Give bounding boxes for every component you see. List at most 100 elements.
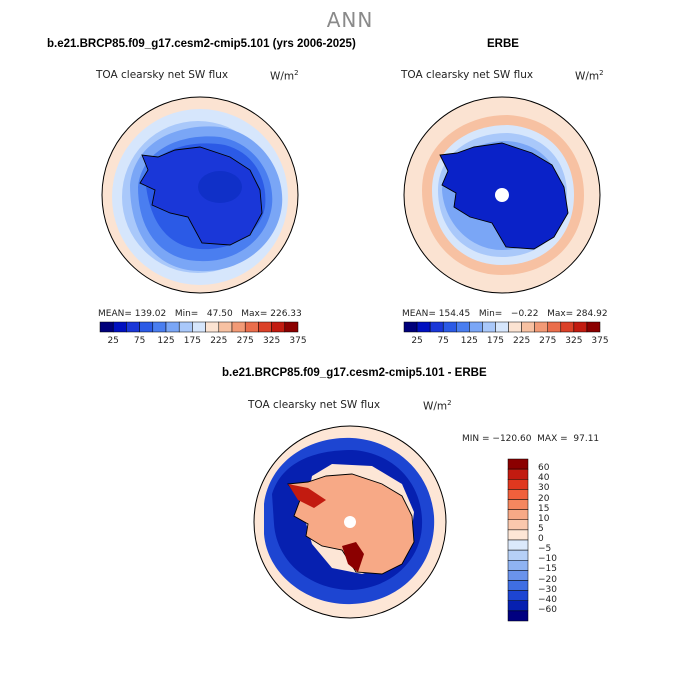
panel2-map-boundary xyxy=(403,96,601,294)
colorbar-tick-label: 275 xyxy=(539,336,557,346)
colorbar-tick-label: 60 xyxy=(538,463,550,474)
colorbar-swatch xyxy=(244,321,259,333)
panel3-stats: MIN = −120.60 MAX = 97.11 xyxy=(462,434,600,444)
colorbar-swatch xyxy=(165,321,180,333)
page-title: ANN xyxy=(326,8,374,32)
colorbar-swatch xyxy=(403,321,418,333)
panel2-colorbar xyxy=(403,321,601,333)
colorbar-swatch xyxy=(507,489,529,500)
colorbar-swatch xyxy=(456,321,470,333)
colorbar-tick-label: 225 xyxy=(210,336,228,346)
colorbar-tick-label: −5 xyxy=(538,544,552,555)
panel3-peninsula-positive xyxy=(288,484,326,508)
colorbar-tick-label: 30 xyxy=(538,483,550,494)
colorbar-swatch xyxy=(508,321,522,333)
colorbar-tick-label: −10 xyxy=(538,554,557,565)
panel2-polar-map xyxy=(403,96,601,294)
colorbar-swatch xyxy=(442,321,457,333)
colorbar-tick-label: 175 xyxy=(183,336,201,346)
colorbar-swatch xyxy=(507,590,529,601)
colorbar-swatch xyxy=(507,549,529,561)
colorbar-swatch xyxy=(573,321,588,333)
colorbar-tick-label: −60 xyxy=(538,604,557,615)
colorbar-swatch xyxy=(560,321,575,333)
colorbar-swatch xyxy=(416,321,431,333)
panel1-units: W/m2 xyxy=(270,69,299,83)
panel1-plateau-contour xyxy=(198,171,242,203)
panel1-antarctica-coastline xyxy=(139,146,263,246)
panel3-colorbar xyxy=(507,458,529,622)
colorbar-swatch xyxy=(284,321,299,333)
panel2-missing-data-hole xyxy=(495,188,509,202)
colorbar-swatch xyxy=(507,479,529,490)
colorbar-swatch xyxy=(507,509,529,520)
colorbar-swatch xyxy=(507,610,529,622)
panel1-polar-map xyxy=(101,96,299,294)
colorbar-swatch xyxy=(507,458,529,470)
colorbar-swatch xyxy=(482,321,496,333)
panel2-variable-title: TOA clearsky net SW flux xyxy=(401,69,534,81)
colorbar-swatch xyxy=(521,321,535,333)
colorbar-swatch xyxy=(507,580,529,591)
colorbar-tick-label: 75 xyxy=(437,336,449,346)
panel1-variable-title: TOA clearsky net SW flux xyxy=(96,69,229,81)
colorbar-tick-label: 40 xyxy=(538,473,550,484)
colorbar-swatch xyxy=(507,560,529,571)
colorbar-swatch xyxy=(507,600,529,612)
panel3-coastal-positive xyxy=(342,542,364,572)
colorbar-tick-label: 5 xyxy=(538,523,544,534)
colorbar-tick-label: 10 xyxy=(538,513,550,524)
colorbar-swatch xyxy=(534,321,548,333)
colorbar-tick-label: 20 xyxy=(538,493,550,504)
colorbar-tick-label: 175 xyxy=(486,336,505,346)
colorbar-swatch xyxy=(469,321,483,333)
colorbar-swatch xyxy=(547,321,562,333)
colorbar-swatch xyxy=(126,321,140,333)
colorbar-tick-label: −20 xyxy=(538,574,557,585)
panel3-units: W/m2 xyxy=(423,399,452,413)
colorbar-swatch xyxy=(507,539,529,551)
colorbar-tick-label: −15 xyxy=(538,564,557,575)
panel1-colorbar-labels: 25 75 125 175 225 275 325 375 xyxy=(100,336,306,348)
colorbar-tick-label: −40 xyxy=(538,594,557,605)
colorbar-tick-label: 75 xyxy=(133,336,146,346)
panel2-colorbar-labels: 25 75 125 175 225 275 325 375 xyxy=(404,336,608,348)
colorbar-swatch xyxy=(507,519,529,531)
colorbar-tick-label: −30 xyxy=(538,584,557,595)
panel3-polar-map xyxy=(253,425,447,619)
colorbar-tick-label: 0 xyxy=(538,534,544,544)
panel3-missing-data-hole xyxy=(344,516,356,528)
panel3-colorbar-labels: 60 40 30 20 15 10 5 0 −5 −10 −15 −20 −30 −40 −60 xyxy=(538,459,578,623)
colorbar-swatch xyxy=(586,321,601,333)
colorbar-swatch xyxy=(218,321,233,333)
colorbar-swatch xyxy=(178,321,193,333)
colorbar-swatch xyxy=(99,321,114,333)
panel1-map-boundary xyxy=(101,96,299,294)
panel2-stats: MEAN= 154.45 Min= −0.22 Max= 284.92 xyxy=(402,309,608,319)
colorbar-swatch xyxy=(507,570,529,581)
colorbar-swatch xyxy=(507,529,529,541)
colorbar-tick-label: 25 xyxy=(411,336,423,346)
colorbar-tick-label: 375 xyxy=(289,336,307,346)
colorbar-tick-label: 15 xyxy=(538,503,550,514)
colorbar-tick-label: 325 xyxy=(263,336,281,346)
colorbar-tick-label: 125 xyxy=(460,336,478,346)
panel1-colorbar xyxy=(99,321,299,333)
colorbar-swatch xyxy=(231,321,246,333)
colorbar-swatch xyxy=(495,321,509,333)
panel2-case-title: ERBE xyxy=(487,38,519,50)
colorbar-tick-label: 325 xyxy=(565,336,583,346)
panel2-units: W/m2 xyxy=(575,69,604,83)
colorbar-tick-label: 225 xyxy=(513,336,531,346)
colorbar-swatch xyxy=(139,321,154,333)
colorbar-swatch xyxy=(258,321,272,333)
colorbar-swatch xyxy=(507,468,529,480)
colorbar-swatch xyxy=(271,321,286,333)
panel1-stats: MEAN= 139.02 Min= 47.50 Max= 226.33 xyxy=(98,309,302,319)
colorbar-tick-label: 275 xyxy=(236,336,254,346)
panel3-case-title: b.e21.BRCP85.f09_g17.cesm2-cmip5.101 - E… xyxy=(222,367,487,379)
colorbar-tick-label: 375 xyxy=(591,336,609,346)
colorbar-tick-label: 125 xyxy=(157,336,175,346)
panel1-case-title: b.e21.BRCP85.f09_g17.cesm2-cmip5.101 (yr… xyxy=(47,38,356,50)
colorbar-swatch xyxy=(429,321,444,333)
